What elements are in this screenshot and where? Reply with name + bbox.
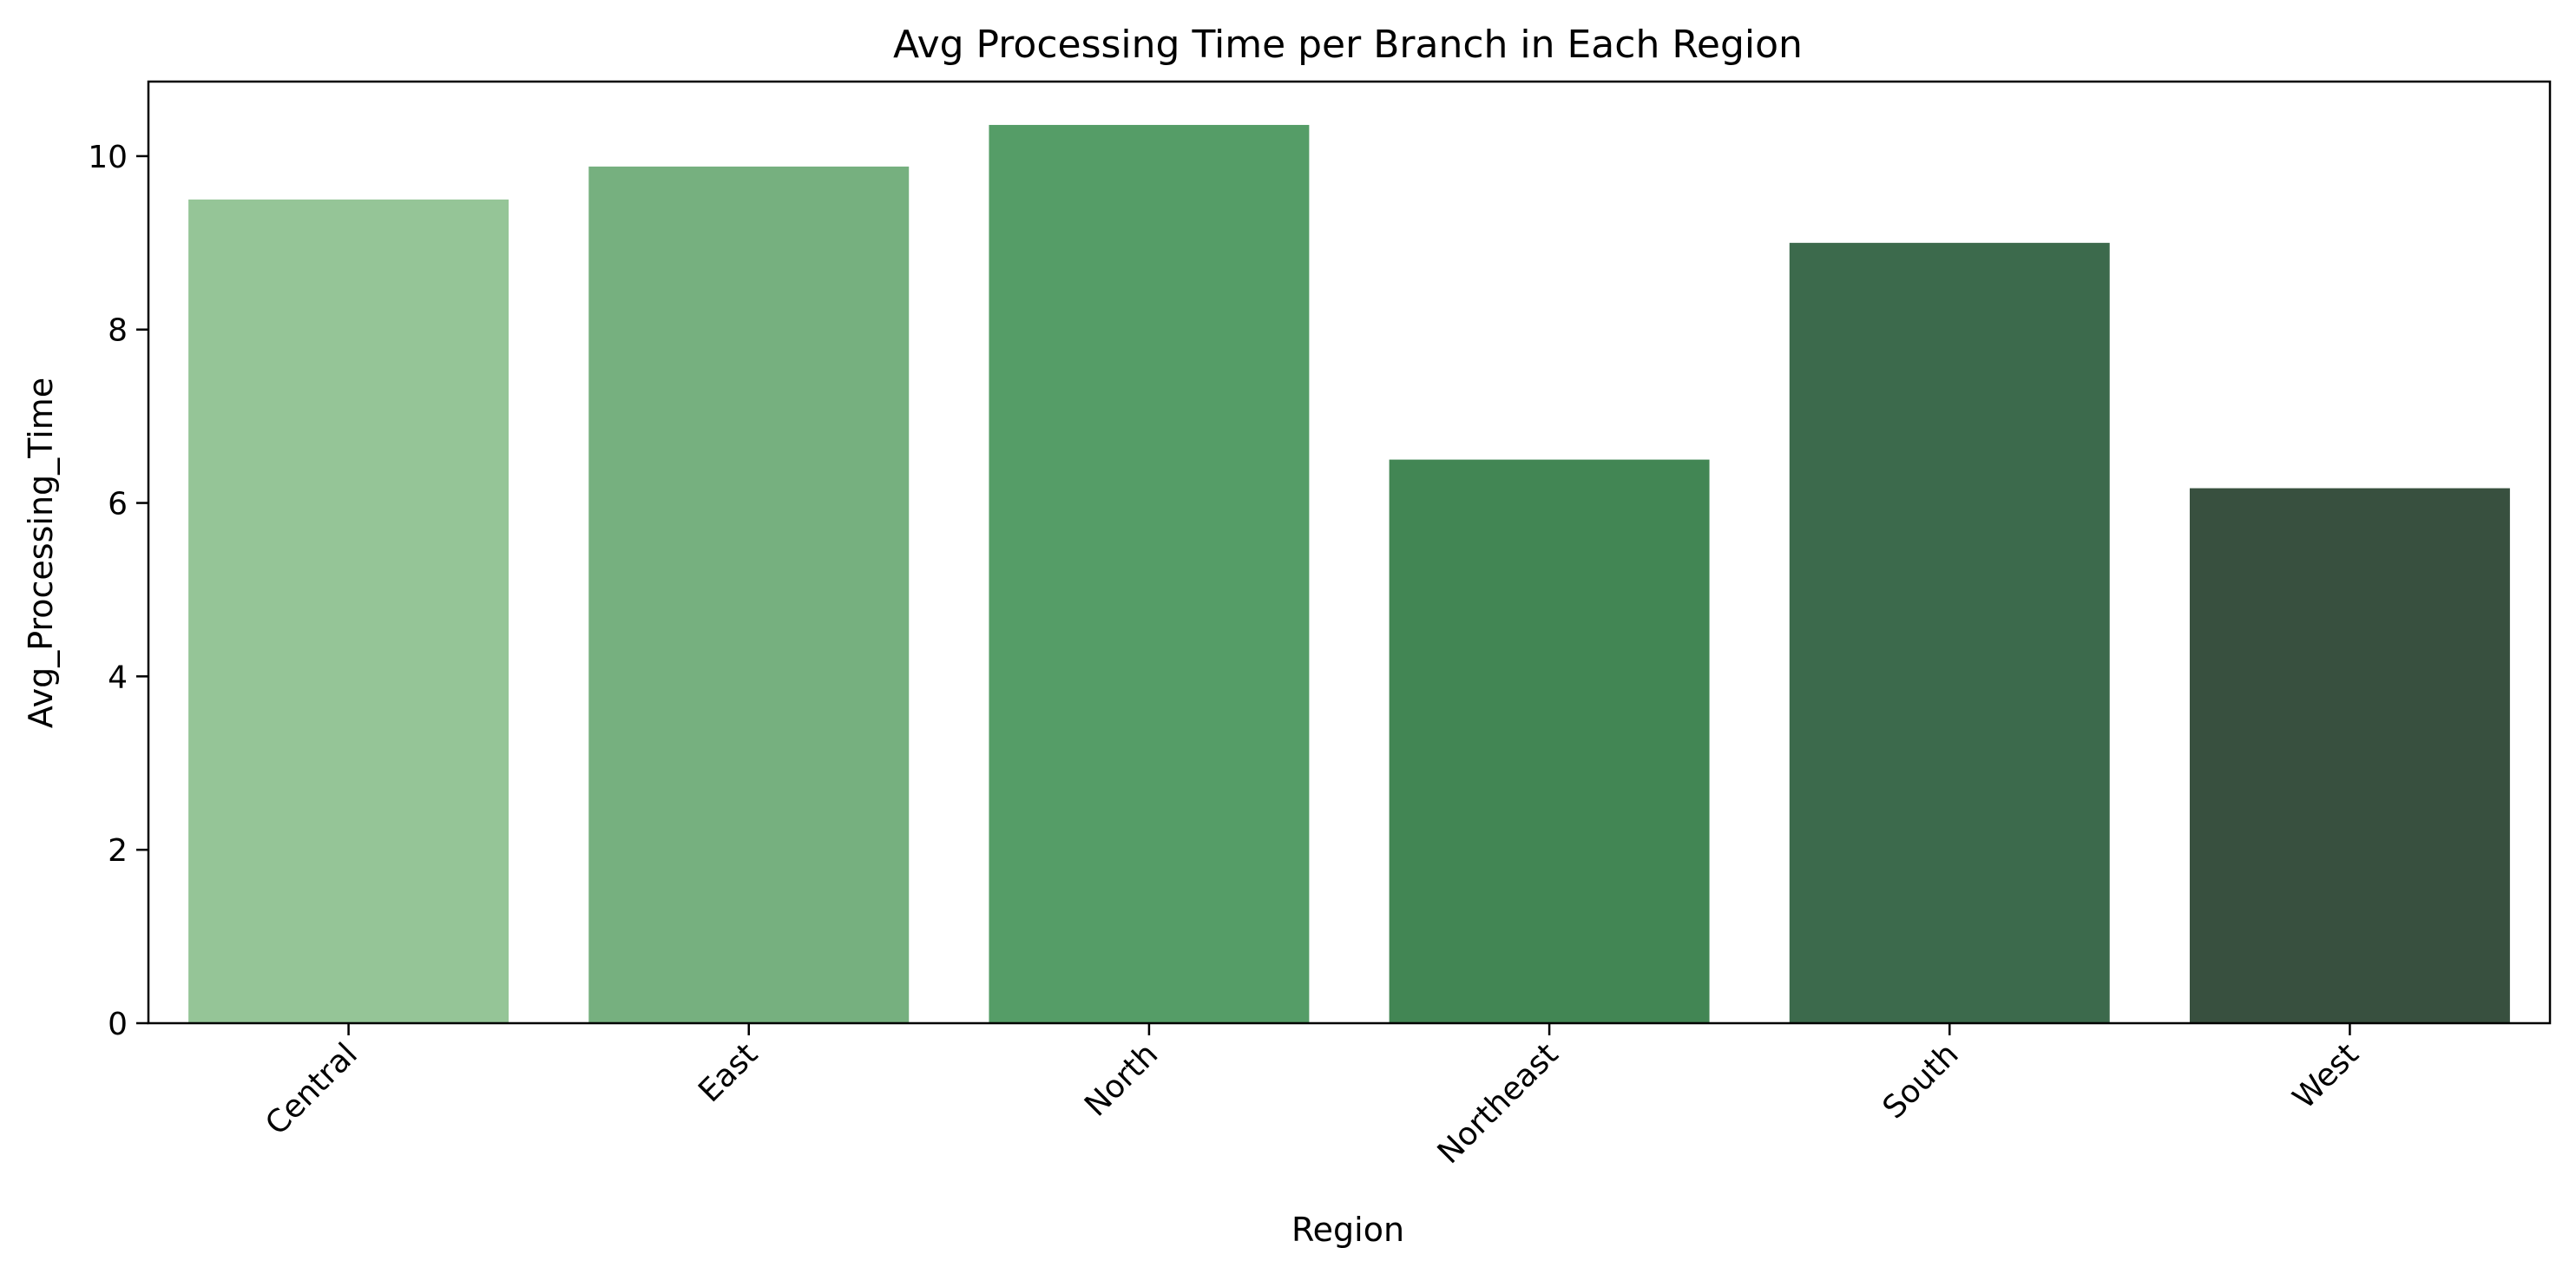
x-tick-label: West	[2286, 1036, 2366, 1116]
x-tick-label: East	[692, 1036, 765, 1109]
y-tick-label: 6	[108, 487, 128, 522]
y-axis-label: Avg_Processing_Time	[22, 378, 60, 728]
y-tick-label: 8	[108, 313, 128, 349]
bar-northeast	[1389, 459, 1710, 1023]
bar-north	[989, 124, 1310, 1023]
bar-south	[1789, 242, 2110, 1023]
x-tick-label: North	[1078, 1036, 1165, 1123]
bar-central	[188, 199, 509, 1024]
plot-frame	[147, 80, 2552, 1025]
x-tick-label: Northeast	[1431, 1036, 1566, 1171]
bar-east	[588, 166, 910, 1023]
y-tick-label: 10	[88, 140, 128, 175]
chart-title: Avg Processing Time per Branch in Each R…	[893, 23, 1803, 67]
x-tick-label: South	[1876, 1036, 1966, 1126]
y-tick-label: 2	[108, 833, 128, 869]
bar-west	[2189, 488, 2510, 1023]
x-tick-label: Central	[259, 1036, 365, 1142]
x-axis-ticks: Central East North Northeast South West	[259, 1023, 2366, 1171]
bars-group	[188, 124, 2510, 1024]
y-tick-label: 0	[108, 1007, 128, 1042]
y-axis-ticks: 0 2 4 6 8 10	[88, 140, 148, 1042]
x-axis-label: Region	[1291, 1211, 1404, 1249]
y-tick-label: 4	[108, 660, 128, 695]
